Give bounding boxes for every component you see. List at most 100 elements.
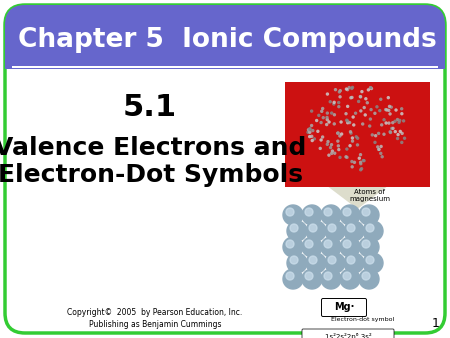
Point — [343, 155, 351, 160]
Point — [319, 106, 326, 111]
Point — [343, 146, 351, 152]
Circle shape — [328, 256, 336, 264]
Circle shape — [321, 205, 341, 225]
Circle shape — [305, 272, 313, 280]
Circle shape — [286, 272, 294, 280]
Polygon shape — [328, 187, 387, 209]
Text: 1s²2s²2p⁶ 3s²: 1s²2s²2p⁶ 3s² — [324, 333, 371, 338]
Point — [337, 88, 344, 93]
Circle shape — [325, 253, 345, 273]
Point — [360, 105, 368, 110]
Point — [378, 122, 385, 127]
Point — [318, 137, 325, 143]
Point — [396, 118, 403, 123]
Point — [344, 104, 351, 109]
Point — [308, 134, 315, 139]
Point — [378, 154, 386, 160]
Point — [396, 120, 403, 125]
Point — [354, 136, 361, 141]
Point — [325, 119, 333, 125]
Circle shape — [359, 237, 379, 257]
Point — [344, 118, 351, 124]
Point — [309, 138, 316, 143]
Circle shape — [321, 237, 341, 257]
Point — [324, 115, 331, 120]
Text: 1: 1 — [432, 317, 440, 330]
Point — [313, 118, 320, 123]
Point — [349, 164, 356, 170]
Text: Chapter 5  Ionic Compounds: Chapter 5 Ionic Compounds — [18, 27, 437, 53]
Point — [347, 130, 355, 136]
Circle shape — [363, 253, 383, 273]
Point — [305, 127, 312, 132]
Point — [357, 152, 364, 158]
Circle shape — [305, 240, 313, 248]
Circle shape — [328, 224, 336, 232]
Point — [371, 111, 378, 116]
Circle shape — [309, 224, 317, 232]
Circle shape — [306, 253, 326, 273]
Point — [336, 133, 343, 139]
Point — [342, 111, 350, 116]
Point — [327, 145, 334, 150]
Point — [331, 112, 338, 118]
Point — [364, 100, 371, 105]
Circle shape — [343, 208, 351, 216]
Point — [397, 129, 404, 134]
Circle shape — [324, 272, 332, 280]
Point — [401, 136, 408, 141]
Circle shape — [286, 240, 294, 248]
FancyBboxPatch shape — [5, 5, 445, 67]
Point — [344, 87, 351, 92]
Point — [362, 112, 369, 118]
Point — [324, 91, 331, 97]
Point — [368, 86, 375, 91]
Circle shape — [306, 221, 326, 241]
Point — [356, 155, 363, 161]
Bar — [12, 66, 438, 68]
Point — [392, 119, 399, 124]
Bar — [5, 45, 445, 69]
Point — [374, 104, 381, 110]
Point — [324, 142, 331, 147]
Point — [351, 160, 358, 165]
Point — [328, 142, 335, 147]
Circle shape — [340, 237, 360, 257]
Point — [387, 130, 394, 135]
Point — [335, 100, 342, 105]
Point — [399, 131, 406, 136]
Circle shape — [340, 269, 360, 289]
Text: Electron-dot symbol: Electron-dot symbol — [331, 317, 394, 322]
Circle shape — [362, 240, 370, 248]
Point — [358, 166, 365, 171]
Point — [347, 95, 355, 100]
Point — [380, 131, 387, 137]
Point — [320, 115, 327, 120]
Point — [378, 144, 385, 149]
Point — [349, 135, 356, 141]
Point — [398, 111, 405, 116]
Point — [377, 97, 384, 102]
Point — [337, 94, 344, 99]
Point — [353, 134, 360, 140]
Point — [357, 160, 364, 165]
Point — [349, 85, 356, 90]
Point — [368, 107, 375, 112]
Point — [324, 117, 331, 122]
Point — [335, 143, 342, 149]
Circle shape — [344, 253, 364, 273]
Point — [347, 129, 354, 135]
Point — [335, 130, 342, 136]
Point — [383, 107, 391, 113]
Text: Valence Electrons and: Valence Electrons and — [0, 136, 306, 160]
Point — [327, 99, 334, 104]
Point — [382, 120, 390, 126]
Point — [334, 130, 341, 136]
Point — [395, 132, 402, 137]
Point — [350, 122, 357, 128]
Point — [334, 139, 342, 144]
Circle shape — [287, 221, 307, 241]
Point — [362, 96, 369, 101]
Point — [357, 161, 364, 166]
Circle shape — [302, 205, 322, 225]
